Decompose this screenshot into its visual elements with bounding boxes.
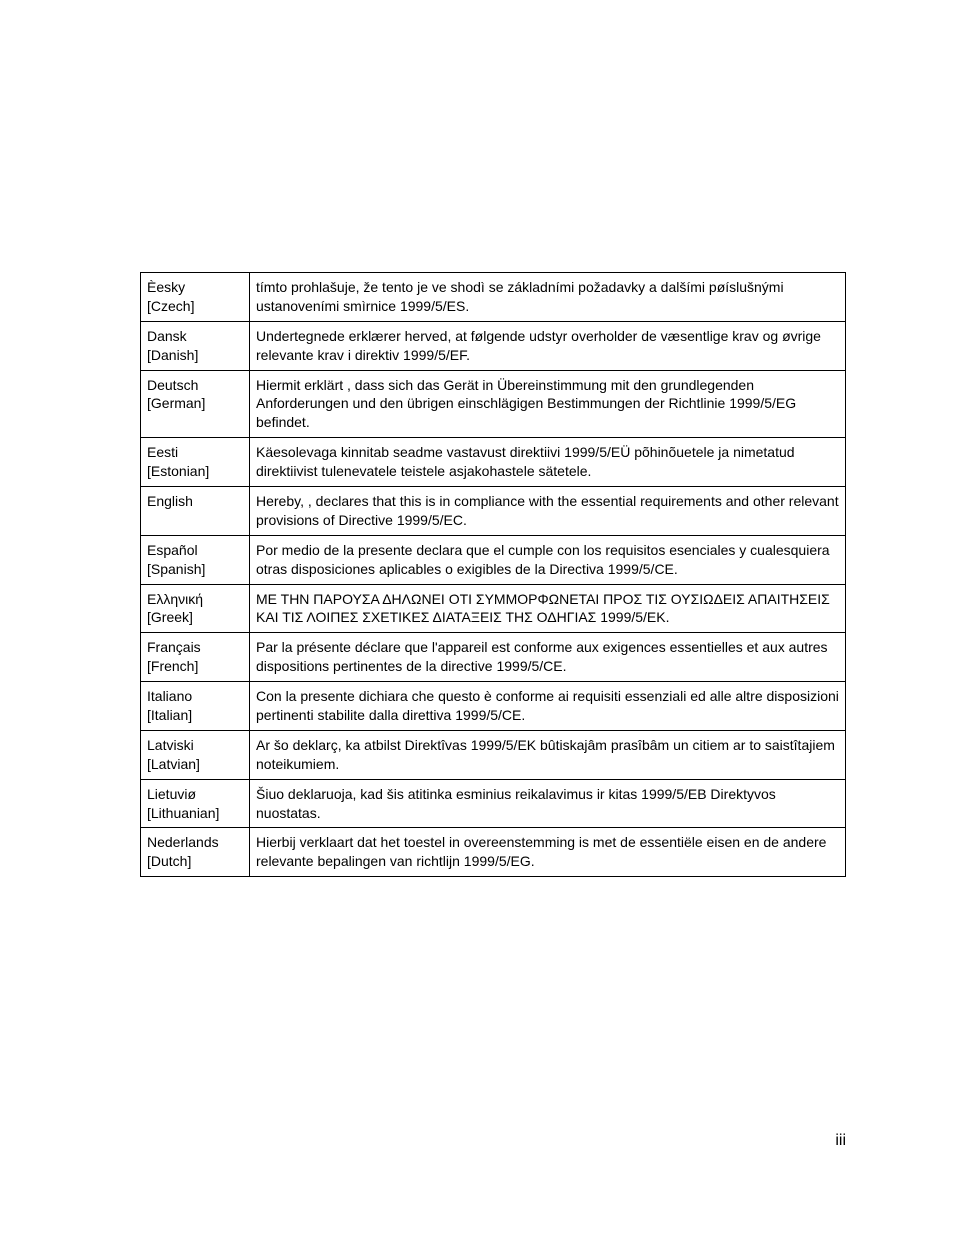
language-cell: Eesti [Estonian] bbox=[141, 438, 250, 487]
language-english: [French] bbox=[147, 658, 198, 674]
table-row: Español [Spanish] Por medio de la presente… bbox=[141, 535, 846, 584]
language-english: [Estonian] bbox=[147, 463, 209, 479]
language-cell: Èesky [Czech] bbox=[141, 273, 250, 322]
language-native: Eesti bbox=[147, 444, 178, 460]
table-row: Èesky [Czech] tímto prohlašuje, že tento j… bbox=[141, 273, 846, 322]
table-row: Ελληνική [Greek] ΜΕ ΤΗΝ ΠΑΡΟΥΣΑ ΔΗΛΩΝΕΙ ΟΤ… bbox=[141, 584, 846, 633]
language-native: Deutsch bbox=[147, 377, 198, 393]
language-english: [Spanish] bbox=[147, 561, 205, 577]
language-native: Italiano bbox=[147, 688, 192, 704]
language-native: Ελληνική bbox=[147, 591, 203, 607]
table-row: Latviski [Latvian] Ar šo deklarç, ka atbil… bbox=[141, 730, 846, 779]
language-native: Lietuviø bbox=[147, 786, 196, 802]
declaration-text-cell: Undertegnede erklærer herved, at følgend… bbox=[250, 321, 846, 370]
table-row: Français [French] Par la présente déclare … bbox=[141, 633, 846, 682]
declaration-table: Èesky [Czech] tímto prohlašuje, že tento j… bbox=[140, 272, 846, 877]
table-row: Italiano [Italian] Con la presente dichiar… bbox=[141, 682, 846, 731]
declaration-text-cell: Käesolevaga kinnitab seadme vastavust di… bbox=[250, 438, 846, 487]
declaration-text-cell: Hereby, , declares that this is in compl… bbox=[250, 487, 846, 536]
language-english: [Danish] bbox=[147, 347, 198, 363]
declaration-text-cell: Hiermit erklärt , dass sich das Gerät in… bbox=[250, 370, 846, 438]
language-english: [Latvian] bbox=[147, 756, 200, 772]
language-native: Dansk bbox=[147, 328, 187, 344]
table-row: Nederlands [Dutch] Hierbij verklaart dat h… bbox=[141, 828, 846, 877]
language-cell: Latviski [Latvian] bbox=[141, 730, 250, 779]
declaration-table-body: Èesky [Czech] tímto prohlašuje, že tento j… bbox=[141, 273, 846, 877]
table-row: Lietuviø [Lithuanian] Šiuo deklaruoja, kad… bbox=[141, 779, 846, 828]
table-row: Dansk [Danish] Undertegnede erklærer herve… bbox=[141, 321, 846, 370]
language-native: English bbox=[147, 493, 193, 509]
page-number: iii bbox=[835, 1132, 846, 1150]
language-cell: Deutsch [German] bbox=[141, 370, 250, 438]
language-cell: Italiano [Italian] bbox=[141, 682, 250, 731]
language-cell: Français [French] bbox=[141, 633, 250, 682]
language-native: Latviski bbox=[147, 737, 194, 753]
language-cell: Nederlands [Dutch] bbox=[141, 828, 250, 877]
language-english: [German] bbox=[147, 395, 205, 411]
language-cell: English bbox=[141, 487, 250, 536]
language-native: Español bbox=[147, 542, 198, 558]
language-english: [Italian] bbox=[147, 707, 192, 723]
table-row: Eesti [Estonian] Käesolevaga kinnitab sead… bbox=[141, 438, 846, 487]
language-english: [Lithuanian] bbox=[147, 805, 219, 821]
language-native: Nederlands bbox=[147, 834, 219, 850]
language-cell: Dansk [Danish] bbox=[141, 321, 250, 370]
declaration-text-cell: Con la presente dichiara che questo è co… bbox=[250, 682, 846, 731]
language-english: [Greek] bbox=[147, 609, 193, 625]
document-page: Èesky [Czech] tímto prohlašuje, že tento j… bbox=[0, 0, 954, 1235]
language-cell: Español [Spanish] bbox=[141, 535, 250, 584]
language-cell: Lietuviø [Lithuanian] bbox=[141, 779, 250, 828]
language-native: Èesky bbox=[147, 279, 185, 295]
declaration-text-cell: Por medio de la presente declara que el … bbox=[250, 535, 846, 584]
language-english: [Czech] bbox=[147, 298, 194, 314]
table-row: English Hereby, , declares that this is i… bbox=[141, 487, 846, 536]
declaration-text-cell: ΜΕ ΤΗΝ ΠΑΡΟΥΣΑ ΔΗΛΩΝΕΙ ΟΤΙ ΣΥΜΜΟΡΦΩΝΕΤΑΙ… bbox=[250, 584, 846, 633]
language-cell: Ελληνική [Greek] bbox=[141, 584, 250, 633]
declaration-text-cell: Ar šo deklarç, ka atbilst Direktîvas 199… bbox=[250, 730, 846, 779]
table-row: Deutsch [German] Hiermit erklärt , dass si… bbox=[141, 370, 846, 438]
declaration-text-cell: Par la présente déclare que l'appareil e… bbox=[250, 633, 846, 682]
declaration-text-cell: Hierbij verklaart dat het toestel in ove… bbox=[250, 828, 846, 877]
declaration-text-cell: tímto prohlašuje, že tento je ve shodì s… bbox=[250, 273, 846, 322]
language-native: Français bbox=[147, 639, 201, 655]
declaration-text-cell: Šiuo deklaruoja, kad šis atitinka esmini… bbox=[250, 779, 846, 828]
language-english: [Dutch] bbox=[147, 853, 191, 869]
